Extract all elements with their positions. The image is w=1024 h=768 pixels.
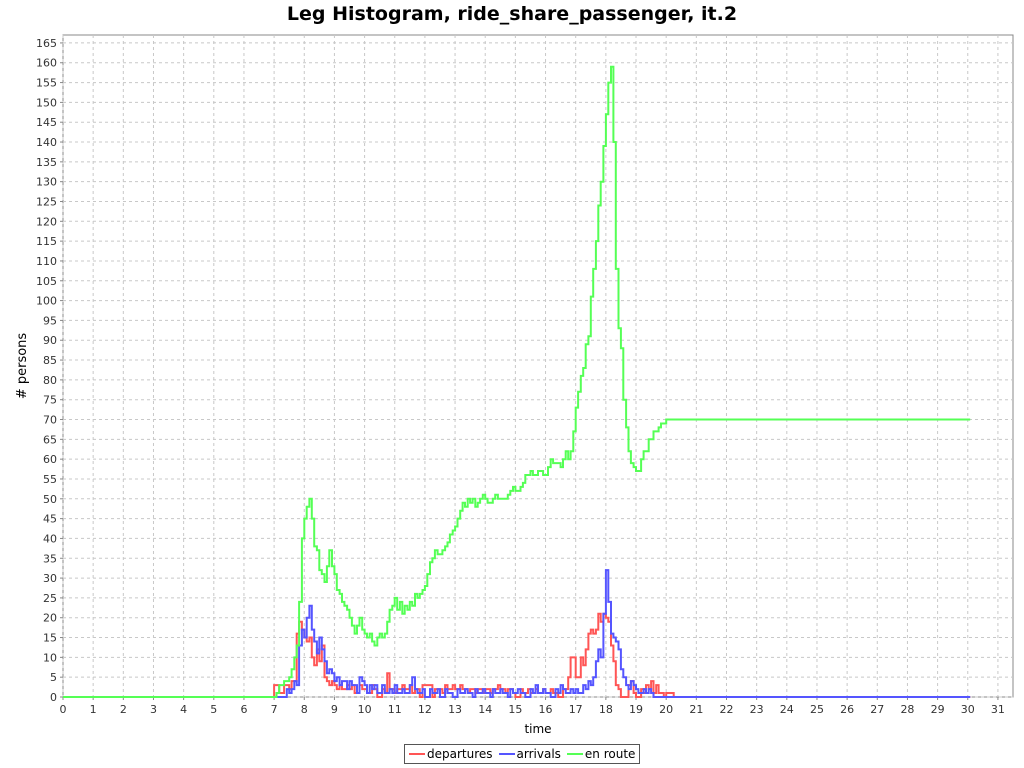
y-tick-label: 70 [43,414,57,427]
x-tick-label: 19 [629,703,643,716]
y-tick-label: 80 [43,374,57,387]
x-tick-label: 8 [301,703,308,716]
chart-legend: departures arrivals en route [404,744,641,764]
x-tick-label: 23 [750,703,764,716]
x-tick-label: 6 [240,703,247,716]
x-axis-label: time [524,722,551,736]
legend-swatch-en-route [566,753,583,755]
x-tick-label: 26 [840,703,854,716]
y-tick-label: 30 [43,572,57,585]
y-axis-ticks: 0 5 10 15 20 25 30 35 40 45 50 55 60 65 70 75 80 85 90 95 10… [36,37,63,704]
series-layer [63,65,971,698]
legend-label-departures: departures [427,747,493,761]
x-tick-label: 10 [358,703,372,716]
y-tick-label: 125 [36,195,57,208]
x-tick-label: 28 [900,703,914,716]
y-tick-label: 45 [43,513,57,526]
y-tick-label: 35 [43,552,57,565]
y-tick-label: 0 [50,691,57,704]
y-tick-label: 110 [36,255,57,268]
y-tick-label: 15 [43,632,57,645]
x-tick-label: 7 [271,703,278,716]
y-tick-label: 20 [43,612,57,625]
y-tick-label: 95 [43,314,57,327]
series-line-arrivals [63,569,971,698]
y-tick-label: 85 [43,354,57,367]
x-tick-label: 24 [780,703,794,716]
x-tick-label: 11 [388,703,402,716]
x-tick-label: 0 [60,703,67,716]
x-tick-label: 2 [120,703,127,716]
y-tick-label: 50 [43,493,57,506]
x-tick-label: 22 [719,703,733,716]
x-tick-label: 17 [569,703,583,716]
y-tick-label: 145 [36,116,57,129]
x-tick-label: 29 [931,703,945,716]
x-tick-label: 31 [991,703,1005,716]
y-tick-label: 65 [43,433,57,446]
y-tick-label: 105 [36,275,57,288]
y-tick-label: 60 [43,453,57,466]
grid-lines [62,35,1013,698]
x-tick-label: 4 [180,703,187,716]
x-tick-label: 5 [210,703,217,716]
y-tick-label: 130 [36,176,57,189]
x-tick-label: 20 [659,703,673,716]
plot-background [62,34,1014,698]
x-tick-label: 14 [478,703,492,716]
legend-item-en-route: en route [566,747,636,761]
x-tick-label: 1 [90,703,97,716]
x-tick-label: 15 [508,703,522,716]
y-tick-label: 140 [36,136,57,149]
y-tick-label: 150 [36,96,57,109]
y-tick-label: 90 [43,334,57,347]
x-tick-label: 12 [418,703,432,716]
x-tick-label: 25 [810,703,824,716]
x-axis-ticks: 0 1 2 3 4 5 6 7 8 9 10 11 12 13 14 15 16 17 18 19 20 21 22 23 24… [60,697,1005,716]
x-tick-label: 9 [331,703,338,716]
x-tick-label: 13 [448,703,462,716]
legend-swatch-arrivals [498,753,515,755]
y-tick-label: 115 [36,235,57,248]
x-tick-label: 21 [689,703,703,716]
legend-item-departures: departures [409,747,493,761]
y-tick-label: 160 [36,57,57,70]
legend-swatch-departures [409,753,425,755]
y-tick-label: 100 [36,295,57,308]
y-tick-label: 5 [50,671,57,684]
chart-title: Leg Histogram, ride_share_passenger, it.… [286,3,738,25]
series-line-en-route [63,65,971,698]
legend-label-arrivals: arrivals [516,747,561,761]
y-axis-label: # persons [15,333,30,400]
x-tick-label: 30 [961,703,975,716]
legend-item-arrivals: arrivals [498,747,561,761]
y-tick-label: 165 [36,37,57,50]
x-tick-label: 27 [870,703,884,716]
x-tick-label: 3 [150,703,157,716]
y-tick-label: 155 [36,77,57,90]
legend-label-en-route: en route [584,747,636,761]
y-tick-label: 10 [43,651,57,664]
y-tick-label: 120 [36,215,57,228]
x-tick-label: 16 [539,703,553,716]
x-tick-label: 18 [599,703,613,716]
y-tick-label: 25 [43,592,57,605]
y-tick-label: 135 [36,156,57,169]
y-tick-label: 75 [43,394,57,407]
y-tick-label: 40 [43,532,57,545]
y-tick-label: 55 [43,473,57,486]
